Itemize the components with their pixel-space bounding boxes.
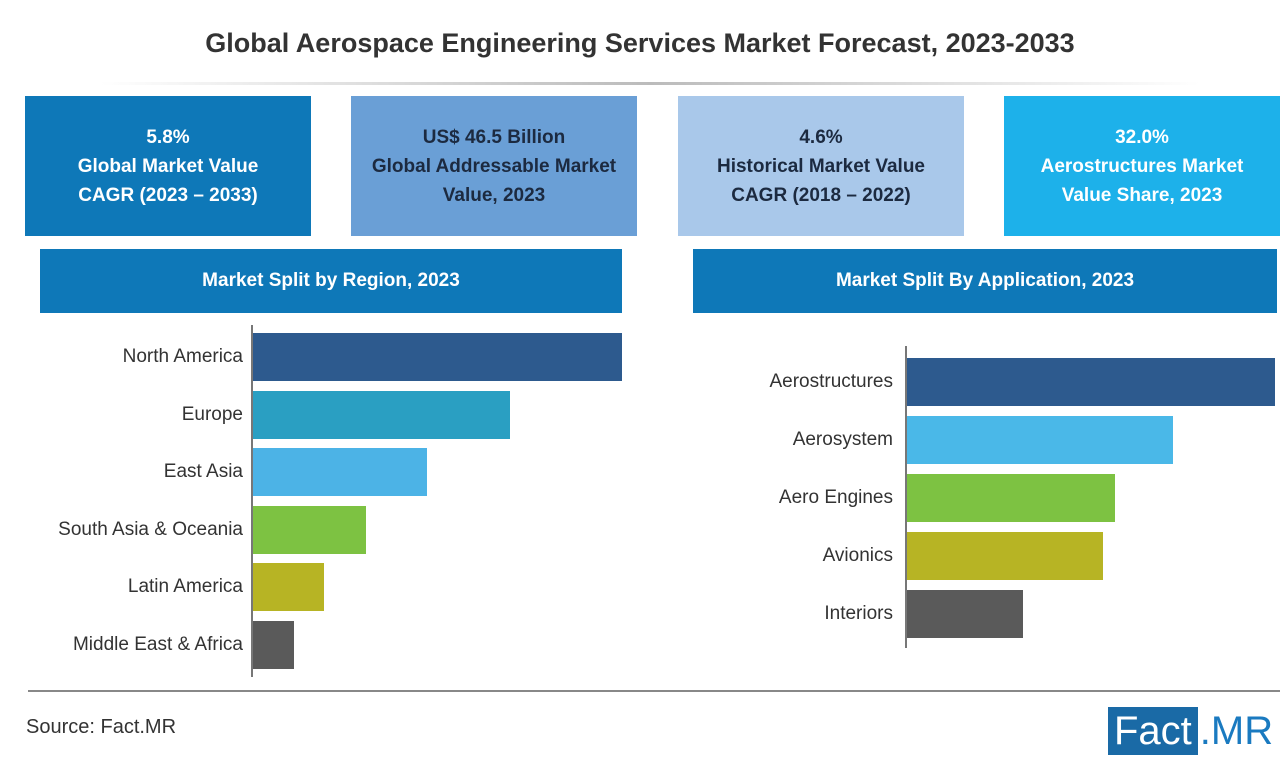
category-label: Interiors [824,603,893,624]
category-label: Europe [181,403,243,425]
bar-north-america [253,333,622,381]
kpi-line: Historical Market Value [716,155,926,177]
category-label: Aerosystem [792,429,893,450]
bar-middle-east-africa [253,620,294,669]
region-chart-header: Market Split by Region, 2023 [40,249,622,313]
kpi-line: 4.6% [799,126,843,148]
bar-latin-america [253,563,324,611]
kpi-box: 5.8% Global Market Value CAGR (2023 – 2033… [25,96,311,236]
category-label: Latin America [127,576,243,597]
bar-interiors [907,590,1023,638]
kpi-line: Value Share, 2023 [1061,184,1223,206]
category-label: North America [122,346,243,367]
bar-east-asia [253,448,427,496]
kpi-line: Aerostructures Market [1040,155,1244,177]
bar-aero-engines [907,474,1115,522]
kpi-line: Global Addressable Market [371,155,617,177]
infographic-title: Global Aerospace Engineering Services Ma… [205,28,1075,58]
category-label: South Asia & Oceania [58,518,243,540]
bar-avionics [907,532,1103,580]
kpi-line: 32.0% [1115,126,1169,148]
kpi-line: CAGR (2018 – 2022) [731,184,911,206]
bar-aerostructures [907,358,1275,406]
footer-divider [28,690,1280,692]
region-axis [251,325,253,677]
kpi-box: 4.6% Historical Market Value CAGR (2018 – … [678,96,964,236]
application-chart-header: Market Split By Application, 2023 [693,249,1277,313]
category-label: Middle East & Africa [72,633,243,655]
application-axis [905,346,907,648]
kpi-line: US$ 46.5 Billion [422,126,566,148]
kpi-box: 32.0% Aerostructures Market Value Share, 2… [1004,96,1280,236]
title-divider [100,82,1200,85]
kpi-line: Value, 2023 [442,184,546,206]
bar-aerosystem [907,416,1173,464]
kpi-line: Global Market Value [77,155,259,177]
kpi-line: CAGR (2023 – 2033) [78,184,258,206]
category-label: Aero Engines [778,487,893,508]
category-label: Avionics [822,545,893,566]
source-note: Source: Fact.MR [26,716,177,738]
kpi-line: 5.8% [146,126,190,148]
category-label: East Asia [163,461,243,482]
bar-south-asia-oceania [253,505,366,554]
factmr-logo: Fact .MR [1108,707,1273,755]
category-label: Aerostructures [769,371,893,392]
bar-europe [253,390,510,439]
kpi-box: US$ 46.5 Billion Global Addressable Marke… [351,96,637,236]
